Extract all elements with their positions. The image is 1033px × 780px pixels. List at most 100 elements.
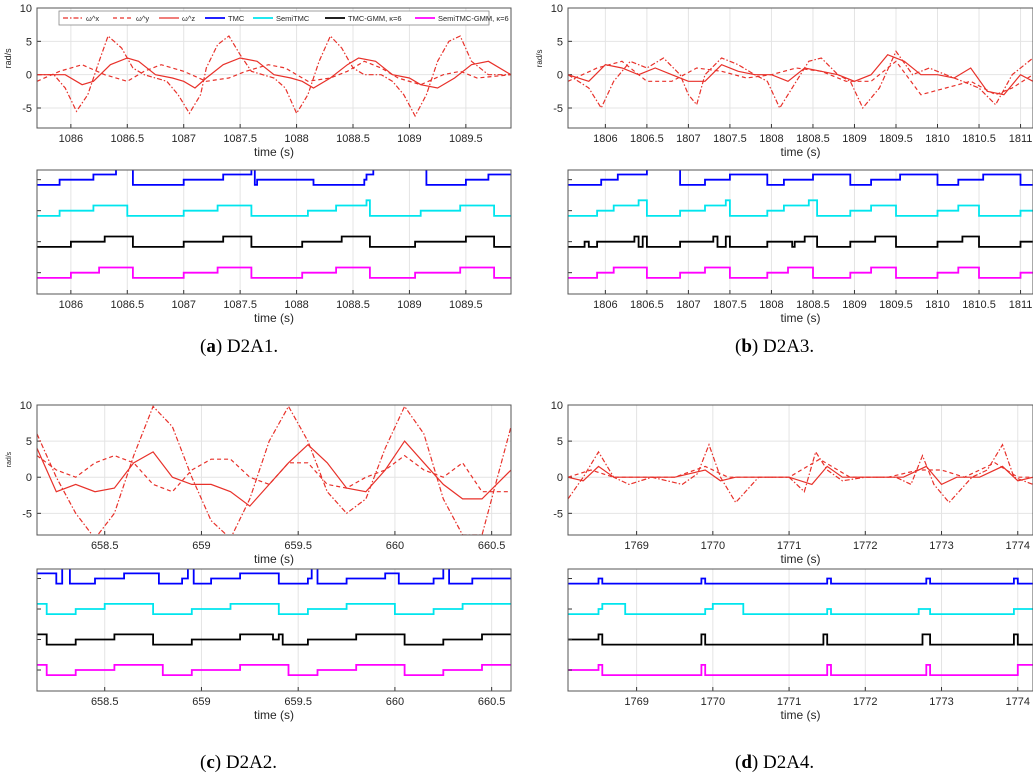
x-tick-label: 1808 xyxy=(759,299,783,311)
step-trace-2 xyxy=(37,235,511,248)
x-axis-label: time (s) xyxy=(254,311,294,325)
x-tick-label: 659 xyxy=(192,696,210,708)
x-tick-label: 1808.5 xyxy=(796,299,830,311)
step-traces xyxy=(37,569,511,676)
x-tick-label: 1809.5 xyxy=(879,133,913,145)
plot-area xyxy=(568,569,1033,691)
x-tick-label: 1089 xyxy=(397,133,421,145)
step-trace-2 xyxy=(37,633,511,646)
series-line-omega-x xyxy=(37,34,511,118)
step-trace-3 xyxy=(37,664,511,676)
legend-box xyxy=(58,10,490,26)
x-tick-label: 1809 xyxy=(842,133,866,145)
x-tick-label: 1089 xyxy=(397,299,421,311)
x-axis-label: time (s) xyxy=(781,552,821,566)
series-line-omega-y xyxy=(37,454,511,493)
step-traces xyxy=(568,170,1033,279)
legend-entry: ω^y xyxy=(136,14,149,23)
x-tick-label: 660.5 xyxy=(478,696,506,708)
chart-panel-d-signals: 1769 1770 1771 1772 1773 1774 -5 0 5 10 time (s) xyxy=(551,400,1033,566)
series-line-omega-x xyxy=(568,442,1033,504)
x-tick-label: 1089.5 xyxy=(449,133,483,145)
step-trace-1 xyxy=(568,603,1033,615)
series-line-omega-z xyxy=(568,465,1033,486)
plot-frame xyxy=(567,169,1033,295)
x-tick-label: 660 xyxy=(386,540,404,552)
y-tick-label: 5 xyxy=(26,36,32,48)
y-tick-label: 0 xyxy=(557,70,563,82)
x-tick-label: 1806.5 xyxy=(630,299,664,311)
chart-panel-a-signals: 1086 1086.5 1087 1087.5 1088 1088.5 1089 1089.5… xyxy=(3,3,512,159)
x-axis-label: time (s) xyxy=(254,552,294,566)
x-tick-label: 1809.5 xyxy=(879,299,913,311)
y-tick-label: 10 xyxy=(551,3,563,15)
x-tick-label: 1807.5 xyxy=(713,133,747,145)
step-trace-0 xyxy=(37,170,511,186)
x-tick-label: 1769 xyxy=(624,696,648,708)
series-group xyxy=(37,405,511,535)
x-tick-label: 1809 xyxy=(842,299,866,311)
x-tick-label: 1088 xyxy=(284,299,308,311)
step-trace-0 xyxy=(568,577,1033,585)
chart-panel-b-steps: 1806 1806.5 1807 1807.5 1808 1808.5 1809 1809.5… xyxy=(567,169,1033,325)
series-group xyxy=(37,34,511,118)
x-tick-label: 1810.5 xyxy=(962,133,996,145)
series-line-omega-z xyxy=(37,57,511,89)
step-trace-1 xyxy=(37,603,511,615)
x-tick-label: 658.5 xyxy=(91,540,119,552)
y-tick-label: 0 xyxy=(557,472,563,484)
x-tick-label: 1772 xyxy=(853,540,877,552)
series-line-omega-x xyxy=(568,50,1033,110)
x-tick-label: 1811 xyxy=(1009,133,1033,145)
step-traces xyxy=(37,170,511,279)
x-tick-label: 1773 xyxy=(929,540,953,552)
step-trace-0 xyxy=(568,170,1033,186)
y-tick-label: 0 xyxy=(26,70,32,82)
caption-d: (d) D2A4. xyxy=(735,752,815,773)
step-trace-1 xyxy=(37,199,511,217)
y-tick-label: 5 xyxy=(557,36,563,48)
plot-area xyxy=(37,405,511,535)
y-tick-label: 10 xyxy=(20,3,32,15)
plot-area xyxy=(37,170,511,294)
chart-panel-a-steps: 1086 1086.5 1087 1087.5 1088 1088.5 1089 1089.5… xyxy=(36,169,512,325)
series-line-omega-y xyxy=(37,60,511,86)
chart-panel-b-signals: 1806 1806.5 1807 1807.5 1808 1808.5 1809 1809.5… xyxy=(535,3,1033,159)
plot-frame xyxy=(36,7,512,129)
legend-entry: TMC-GMM, κ=6 xyxy=(348,14,402,23)
plot-area xyxy=(37,8,511,128)
x-tick-label: 1808 xyxy=(759,133,783,145)
x-tick-label: 1807.5 xyxy=(713,299,747,311)
x-axis-label: time (s) xyxy=(781,145,821,159)
y-tick-label: 10 xyxy=(20,400,32,412)
x-tick-label: 1087 xyxy=(171,299,195,311)
caption-a: (a) D2A1. xyxy=(200,336,279,357)
plot-frame xyxy=(36,568,512,692)
step-trace-3 xyxy=(37,266,511,279)
y-tick-label: -5 xyxy=(22,508,32,520)
chart-panel-d-steps: 1769 1770 1771 1772 1773 1774 time (s) xyxy=(567,568,1033,722)
legend: ω^x ω^y ω^z TMC SemiTMC TMC-GMM, κ=6 SemiTMC-G… xyxy=(58,10,509,26)
x-tick-label: 1771 xyxy=(777,540,801,552)
step-trace-1 xyxy=(568,199,1033,217)
x-tick-label: 1770 xyxy=(701,696,725,708)
series-line-omega-z xyxy=(568,53,1033,96)
x-tick-label: 1774 xyxy=(1006,696,1030,708)
plot-frame xyxy=(567,7,1033,129)
x-tick-label: 1088.5 xyxy=(336,299,370,311)
step-traces xyxy=(568,577,1033,676)
x-tick-label: 1088 xyxy=(284,133,308,145)
x-tick-label: 1811 xyxy=(1009,299,1033,311)
x-tick-label: 658.5 xyxy=(91,696,119,708)
legend-entry: SemiTMC xyxy=(276,14,310,23)
x-tick-label: 1806.5 xyxy=(630,133,664,145)
y-tick-label: -5 xyxy=(553,103,563,115)
y-axis-label: rad/s xyxy=(6,451,13,467)
x-tick-label: 660 xyxy=(386,696,404,708)
x-tick-label: 1771 xyxy=(777,696,801,708)
plot-frame xyxy=(567,568,1033,692)
x-tick-label: 1088.5 xyxy=(336,133,370,145)
y-tick-label: 5 xyxy=(26,436,32,448)
y-axis-label: rad/s xyxy=(3,48,13,69)
